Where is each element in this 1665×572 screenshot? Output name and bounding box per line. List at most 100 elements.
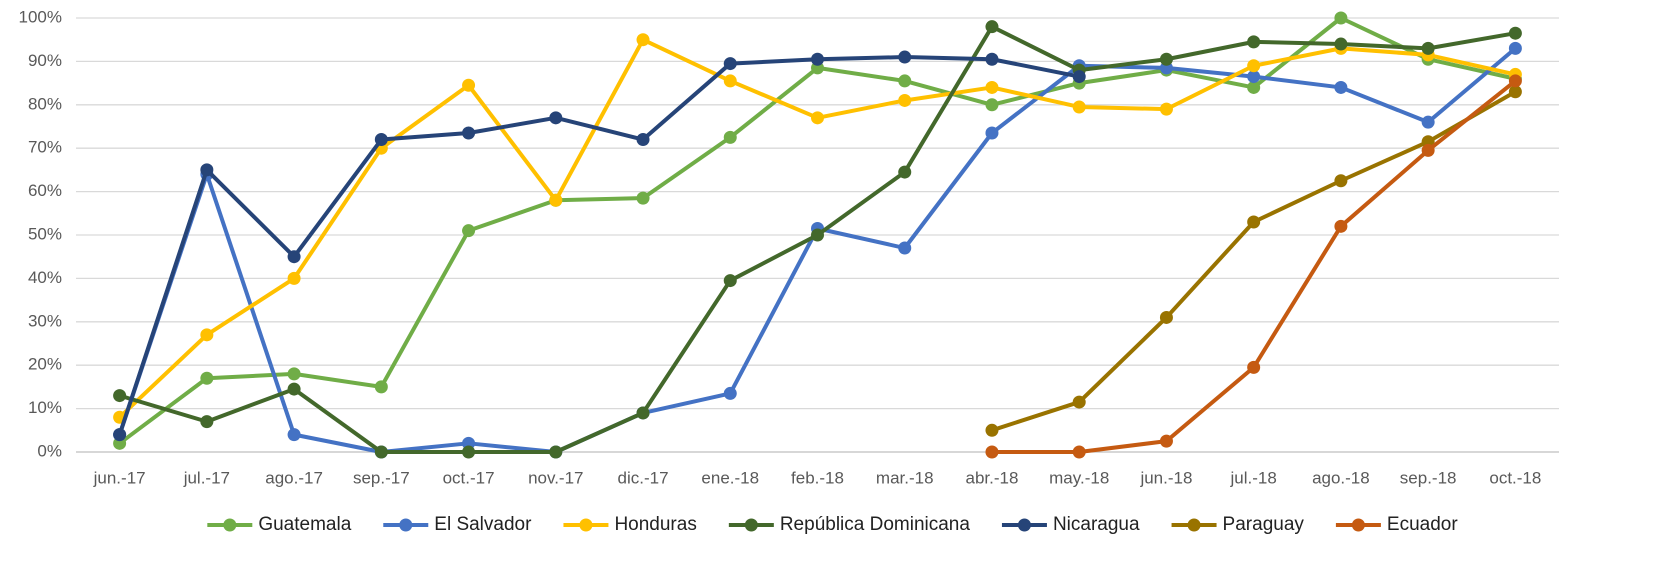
point	[811, 52, 824, 66]
point	[1247, 80, 1261, 94]
x-tick-label: ago.-18	[1312, 468, 1370, 487]
point	[985, 445, 999, 459]
legend-marker	[1351, 518, 1365, 532]
point	[985, 126, 999, 140]
point	[811, 111, 824, 125]
series-line	[117, 46, 1517, 454]
point	[287, 382, 301, 396]
point	[723, 386, 737, 400]
point	[1508, 26, 1522, 40]
x-tick-label: jul.-17	[183, 468, 230, 487]
point	[374, 445, 388, 459]
point	[1508, 74, 1522, 88]
point	[1072, 100, 1086, 114]
point	[1247, 215, 1261, 229]
point	[462, 445, 476, 459]
legend-marker	[1187, 518, 1201, 532]
point	[549, 193, 563, 207]
legend-marker	[579, 518, 593, 532]
point	[113, 389, 127, 403]
x-tick-label: mar.-18	[876, 468, 934, 487]
point	[200, 415, 214, 429]
point	[374, 133, 388, 147]
point	[1334, 174, 1348, 188]
point	[723, 74, 737, 88]
point	[985, 20, 999, 34]
legend-label: El Salvador	[434, 514, 532, 535]
legend-label: Nicaragua	[1053, 514, 1140, 535]
x-tick-label: ene.-18	[701, 468, 759, 487]
point	[1334, 11, 1348, 25]
point	[200, 328, 214, 342]
point	[898, 165, 912, 179]
point	[1159, 310, 1173, 324]
point	[1421, 143, 1435, 157]
y-tick-label: 10%	[28, 398, 62, 417]
legend: Guatemala El Salvador Honduras República Do…	[207, 514, 1458, 535]
point	[287, 271, 301, 285]
point	[1159, 52, 1173, 66]
x-tick-label: may.-18	[1049, 468, 1109, 487]
y-tick-label: 40%	[28, 268, 62, 287]
point	[287, 367, 301, 381]
point	[1508, 85, 1522, 99]
y-tick-label: 20%	[28, 355, 62, 374]
point	[1247, 70, 1261, 84]
point	[636, 191, 650, 205]
y-tick-label: 30%	[28, 311, 62, 330]
x-tick-label: feb.-18	[791, 468, 844, 487]
x-tick-label: dic.-17	[618, 468, 669, 487]
point	[200, 371, 214, 385]
point	[985, 423, 999, 437]
x-tick-label: oct.-17	[443, 468, 495, 487]
x-tick-label: sep.-18	[1400, 468, 1457, 487]
legend-marker	[744, 518, 758, 532]
point	[287, 428, 301, 442]
x-tick-label: jun.-17	[93, 468, 146, 487]
x-tick-label: ago.-17	[265, 468, 323, 487]
point	[1508, 41, 1522, 55]
point	[1334, 219, 1348, 233]
x-tick-label: sep.-17	[353, 468, 410, 487]
legend-marker	[1017, 518, 1031, 532]
y-tick-label: 90%	[28, 51, 62, 70]
point	[985, 98, 999, 112]
point	[462, 126, 476, 140]
point	[200, 163, 214, 177]
point	[1247, 59, 1261, 73]
point	[811, 228, 824, 242]
point	[1334, 37, 1348, 51]
legend-label: Guatemala	[258, 514, 351, 535]
point	[1072, 395, 1086, 409]
y-tick-label: 100%	[19, 7, 62, 26]
legend-marker	[399, 518, 413, 532]
point	[374, 380, 388, 394]
x-tick-label: abr.-18	[966, 468, 1019, 487]
point	[636, 133, 650, 147]
point	[898, 93, 912, 107]
point	[1159, 102, 1173, 116]
point	[1421, 41, 1435, 55]
point	[1334, 80, 1348, 94]
legend-label: República Dominicana	[780, 514, 971, 535]
point	[898, 50, 912, 64]
legend-label: Honduras	[614, 514, 696, 535]
point	[636, 406, 650, 420]
point	[1072, 445, 1086, 459]
point	[723, 274, 737, 288]
y-tick-label: 80%	[28, 94, 62, 113]
point	[1247, 360, 1261, 374]
point	[898, 241, 912, 255]
point	[287, 250, 301, 264]
point	[462, 78, 476, 92]
point	[636, 33, 650, 47]
x-tick-label: jul.-18	[1230, 468, 1277, 487]
point	[723, 57, 737, 71]
point	[1072, 70, 1086, 84]
point	[1421, 115, 1435, 129]
point	[1159, 434, 1173, 448]
point	[113, 428, 127, 442]
point	[462, 224, 476, 238]
y-tick-label: 70%	[28, 138, 62, 157]
